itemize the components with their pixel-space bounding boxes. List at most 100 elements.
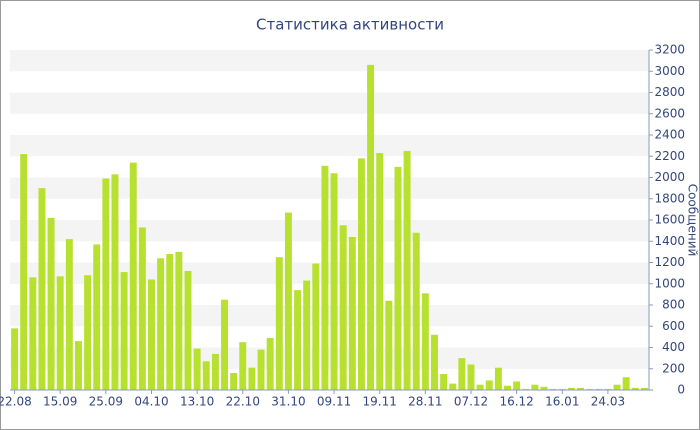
y-tick-label: 2200 xyxy=(654,149,685,163)
bar xyxy=(586,388,594,390)
bar xyxy=(138,227,146,390)
x-tick-label: 19.11 xyxy=(363,395,397,409)
bar xyxy=(56,276,64,390)
bar xyxy=(11,328,19,390)
y-tick-label: 2600 xyxy=(654,106,685,120)
y-tick-label: 1400 xyxy=(654,234,685,248)
y-tick-label: 1000 xyxy=(654,276,685,290)
x-tick-label: 07.12 xyxy=(454,395,488,409)
bar xyxy=(631,387,639,390)
bar xyxy=(549,388,557,390)
bar xyxy=(303,280,311,390)
bar xyxy=(102,178,110,390)
bar xyxy=(431,334,438,390)
x-tick-label: 16.01 xyxy=(545,395,579,409)
bar xyxy=(622,377,630,390)
bar xyxy=(202,361,210,390)
bar xyxy=(275,257,283,390)
bar xyxy=(613,384,621,390)
bar xyxy=(531,384,539,390)
bar xyxy=(74,341,82,390)
bar xyxy=(403,150,411,390)
grid-band xyxy=(10,177,649,199)
bar xyxy=(348,237,356,390)
grid-band xyxy=(10,135,649,157)
bar xyxy=(211,353,219,390)
bar xyxy=(20,154,28,390)
x-tick-label: 31.10 xyxy=(271,395,305,409)
bar xyxy=(458,358,466,390)
bar xyxy=(184,271,192,390)
bar xyxy=(239,342,247,390)
bar xyxy=(640,387,648,390)
x-tick-label: 13.10 xyxy=(180,395,214,409)
bar xyxy=(558,388,566,390)
bar xyxy=(29,277,37,390)
bar xyxy=(595,388,603,390)
y-tick-label: 1200 xyxy=(654,255,685,269)
bar xyxy=(129,162,137,390)
y-tick-label: 1800 xyxy=(654,191,685,205)
x-tick-label: 16.12 xyxy=(499,395,533,409)
x-tick-label: 15.09 xyxy=(43,395,77,409)
x-tick-label: 04.10 xyxy=(134,395,168,409)
x-tick-label: 25.09 xyxy=(89,395,123,409)
bar xyxy=(540,386,548,390)
bar xyxy=(93,244,101,390)
bar xyxy=(175,251,183,390)
bar xyxy=(339,225,347,390)
grid-band xyxy=(10,92,649,114)
bar xyxy=(84,275,92,390)
bar xyxy=(357,158,365,390)
bar xyxy=(38,188,46,390)
bar xyxy=(193,348,201,390)
y-tick-label: 200 xyxy=(662,361,685,375)
bar xyxy=(522,388,530,390)
bar xyxy=(120,272,128,390)
bar xyxy=(440,374,448,390)
bar xyxy=(485,380,493,390)
y-tick-label: 2000 xyxy=(654,170,685,184)
bar xyxy=(449,383,457,390)
bar xyxy=(385,300,393,390)
bar xyxy=(111,174,119,390)
y-tick-label: 400 xyxy=(662,340,685,354)
grid-band xyxy=(10,220,649,242)
y-axis-label: Сообщений xyxy=(686,184,700,257)
x-tick-label: 24.03 xyxy=(591,395,625,409)
bar xyxy=(367,64,375,390)
bar xyxy=(476,384,484,390)
y-tick-label: 0 xyxy=(677,383,685,397)
bar xyxy=(412,232,420,390)
y-tick-label: 2400 xyxy=(654,128,685,142)
bar xyxy=(284,212,292,390)
y-tick-label: 600 xyxy=(662,319,685,333)
y-tick-label: 3000 xyxy=(654,64,685,78)
bar xyxy=(604,388,612,390)
grid-band xyxy=(10,50,649,72)
bar xyxy=(266,337,274,390)
x-tick-label: 28.11 xyxy=(408,395,442,409)
x-tick-label: 22.10 xyxy=(226,395,260,409)
bar xyxy=(65,239,73,390)
bar xyxy=(577,387,585,390)
bar xyxy=(494,367,502,390)
y-tick-label: 1600 xyxy=(654,213,685,227)
bar xyxy=(221,299,228,390)
chart-title: Статистика активности xyxy=(256,16,444,34)
y-tick-label: 800 xyxy=(662,298,685,312)
bar xyxy=(513,381,521,390)
bar xyxy=(294,290,302,390)
bar xyxy=(157,258,165,390)
bar xyxy=(230,373,238,390)
bar xyxy=(166,254,174,390)
y-tick-label: 2800 xyxy=(654,85,685,99)
x-tick-label: 22.08 xyxy=(0,395,32,409)
bar xyxy=(330,173,338,390)
bar xyxy=(321,165,329,390)
bar xyxy=(148,279,155,390)
bar xyxy=(312,263,320,390)
bar xyxy=(504,385,511,390)
bar xyxy=(248,367,256,390)
